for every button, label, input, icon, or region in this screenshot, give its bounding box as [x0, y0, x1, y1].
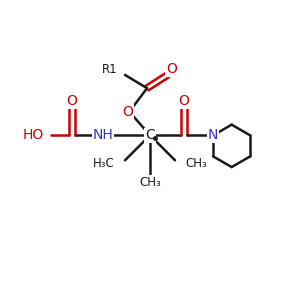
Text: CH₃: CH₃: [185, 157, 207, 170]
Text: O: O: [67, 94, 77, 108]
Text: R1: R1: [102, 62, 118, 76]
Text: H₃C: H₃C: [93, 157, 115, 170]
Text: HO: HO: [23, 128, 44, 142]
Text: C: C: [145, 128, 155, 142]
Text: O: O: [178, 94, 189, 108]
Text: O: O: [122, 105, 134, 119]
Text: CH₃: CH₃: [139, 176, 161, 189]
Text: N: N: [208, 128, 218, 142]
Text: NH: NH: [92, 128, 113, 142]
Text: O: O: [166, 62, 177, 76]
